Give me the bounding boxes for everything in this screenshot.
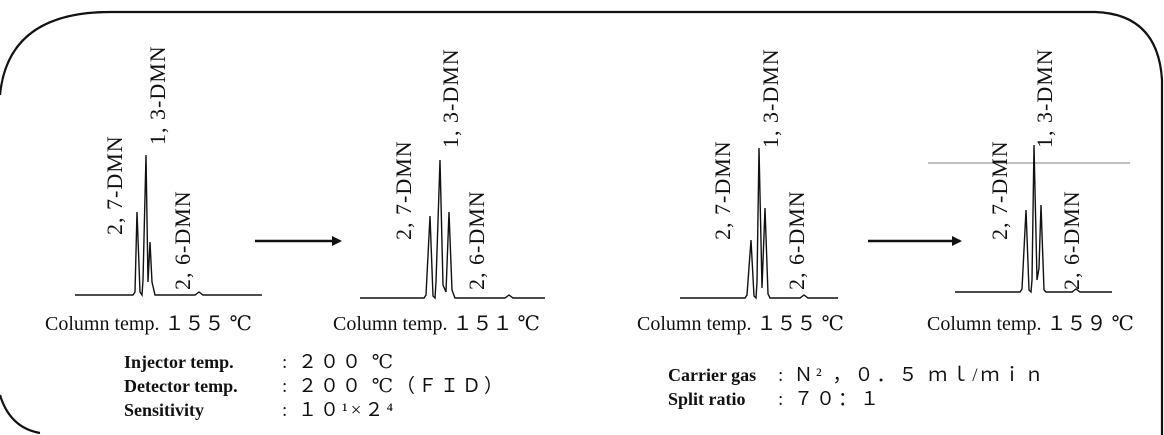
rounded-frame [0, 10, 1164, 435]
peak-label-27dmn: 2, 7-DMN [710, 140, 735, 240]
peak-label-13dmn: 1, 3-DMN [1032, 48, 1057, 148]
column-temp-caption: Column temp. １５５ ℃ [45, 313, 252, 335]
peak-label-13dmn: 1, 3-DMN [145, 45, 170, 145]
condition-label: Injector temp. [124, 352, 234, 372]
column-temp-caption: Column temp. １５５ ℃ [637, 313, 844, 335]
chromatogram-panel-2: 2, 7-DMN 1, 3-DMN 2, 6-DMN Column temp. … [333, 48, 545, 335]
peak-label-26dmn: 2, 6-DMN [1059, 190, 1084, 290]
condition-value: : ２００ ℃ [282, 352, 396, 373]
peak-label-27dmn: 2, 7-DMN [987, 140, 1012, 240]
condition-value: : ２００ ℃（ＦＩＤ） [282, 375, 506, 397]
condition-label: Carrier gas [668, 365, 756, 385]
chromatogram-panel-4: 2, 7-DMN 1, 3-DMN 2, 6-DMN Column temp. … [927, 48, 1134, 335]
chromatogram-trace [955, 144, 1112, 294]
peak-label-26dmn: 2, 6-DMN [170, 190, 195, 290]
peak-label-27dmn: 2, 7-DMN [102, 135, 127, 235]
condition-label: Split ratio [668, 389, 746, 409]
column-temp-caption: Column temp. １５１ ℃ [333, 313, 540, 335]
column-temp-caption: Column temp. １５９ ℃ [927, 313, 1134, 335]
peak-label-27dmn: 2, 7-DMN [391, 140, 416, 240]
peak-label-26dmn: 2, 6-DMN [784, 190, 809, 290]
condition-label: Sensitivity [124, 400, 204, 420]
chromatogram-trace [75, 154, 262, 298]
conditions-right: Carrier gas : Ｎ² ，０．５ ｍｌ/ｍｉｎ Split ratio… [668, 365, 1047, 410]
peak-label-13dmn: 1, 3-DMN [438, 48, 463, 148]
chromatogram-panel-1: 2, 7-DMN 1, 3-DMN 2, 6-DMN Column temp. … [45, 45, 262, 335]
condition-value: : ７０：１ [778, 389, 882, 410]
peak-label-13dmn: 1, 3-DMN [758, 48, 783, 148]
chromatogram-panel-3: 2, 7-DMN 1, 3-DMN 2, 6-DMN Column temp. … [637, 48, 844, 335]
condition-value: : １０¹×２⁴ [282, 400, 396, 421]
chromatogram-trace [360, 159, 545, 300]
condition-label: Detector temp. [124, 376, 238, 396]
conditions-left: Injector temp. : ２００ ℃ Detector temp. : … [124, 352, 506, 421]
condition-value: : Ｎ² ，０．５ ｍｌ/ｍｉｎ [778, 365, 1047, 386]
chromatogram-trace [680, 147, 838, 300]
peak-label-26dmn: 2, 6-DMN [464, 190, 489, 290]
